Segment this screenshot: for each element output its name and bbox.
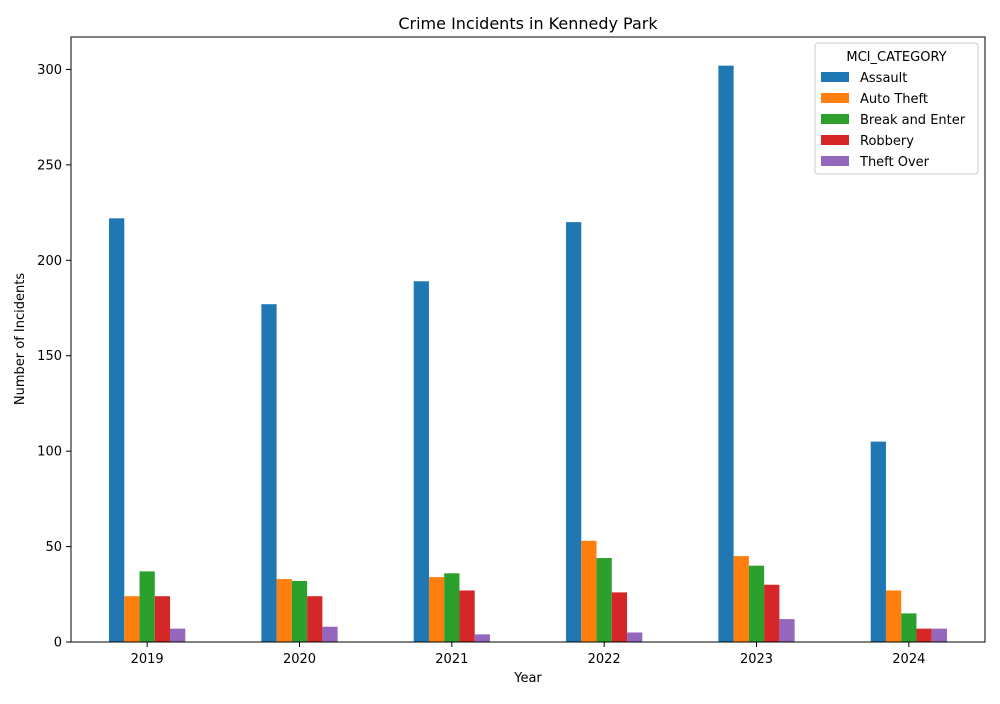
y-axis-label: Number of Incidents [13, 273, 28, 405]
bar-assault-2023 [718, 65, 734, 642]
legend-label-assault: Assault [860, 71, 907, 86]
x-tick-label: 2020 [283, 652, 316, 667]
legend-label-break-and-enter: Break and Enter [860, 113, 966, 128]
legend: MCI_CATEGORY Assault Auto Theft Break and E… [814, 42, 979, 175]
bar-assault-2021 [413, 281, 429, 642]
bar-robbery-2021 [459, 590, 475, 642]
y-tick-label: 50 [45, 540, 62, 555]
bar-assault-2024 [870, 441, 886, 642]
bar-auto-theft-2019 [124, 596, 140, 642]
legend-label-auto-theft: Auto Theft [860, 92, 928, 107]
legend-swatch-auto-theft [821, 93, 849, 103]
bar-break-and-enter-2020 [291, 580, 308, 642]
bar-auto-theft-2020 [276, 579, 292, 642]
bar-robbery-2024 [916, 628, 932, 642]
bar-robbery-2023 [764, 584, 780, 642]
bar-break-and-enter-2024 [901, 613, 917, 642]
legend-swatch-theft-over [821, 156, 849, 166]
y-tick-label: 200 [37, 254, 62, 269]
bar-robbery-2020 [307, 596, 323, 642]
bar-assault-2020 [261, 304, 277, 642]
plot-frame [70, 36, 986, 643]
bar-break-and-enter-2022 [596, 558, 612, 642]
bar-robbery-2022 [611, 592, 628, 642]
bar-theft-over-2019 [170, 628, 186, 642]
bar-break-and-enter-2023 [748, 565, 765, 642]
bar-break-and-enter-2021 [444, 573, 460, 642]
y-tick-label: 100 [37, 445, 62, 460]
y-tick-label: 0 [54, 636, 62, 651]
bar-theft-over-2022 [627, 632, 643, 642]
y-tick-label: 250 [37, 158, 62, 173]
bar-break-and-enter-2019 [139, 571, 155, 642]
bar-assault-2022 [566, 222, 582, 642]
legend-title: MCI_CATEGORY [846, 50, 946, 65]
x-tick-label: 2022 [588, 652, 621, 667]
bar-auto-theft-2023 [733, 556, 749, 642]
legend-label-robbery: Robbery [860, 134, 914, 149]
bar-auto-theft-2022 [581, 540, 597, 642]
x-axis-label: Year [513, 671, 542, 686]
bar-auto-theft-2024 [885, 590, 902, 642]
x-tick-label: 2024 [892, 652, 925, 667]
legend-swatch-break-and-enter [821, 114, 849, 124]
bar-auto-theft-2021 [428, 577, 445, 642]
bar-assault-2019 [109, 218, 125, 642]
y-tick-label: 300 [37, 63, 62, 78]
bar-theft-over-2020 [322, 626, 338, 642]
legend-swatch-assault [821, 72, 849, 82]
axes-layer: 2019 2020 2021 2022 2023 2024 0 50 100 150 200 250 3… [37, 36, 986, 667]
bar-robbery-2019 [154, 596, 171, 642]
x-tick-label: 2023 [740, 652, 773, 667]
legend-label-theft-over: Theft Over [859, 155, 930, 170]
legend-box [814, 42, 979, 175]
bar-theft-over-2024 [931, 628, 947, 642]
x-tick-label: 2021 [435, 652, 468, 667]
y-tick-label: 150 [37, 349, 62, 364]
chart-title: Crime Incidents in Kennedy Park [398, 14, 658, 33]
bar-theft-over-2023 [779, 619, 795, 642]
x-tick-label: 2019 [131, 652, 164, 667]
bar-theft-over-2021 [474, 634, 490, 642]
bars-layer [109, 65, 947, 642]
legend-swatch-robbery [821, 135, 849, 145]
